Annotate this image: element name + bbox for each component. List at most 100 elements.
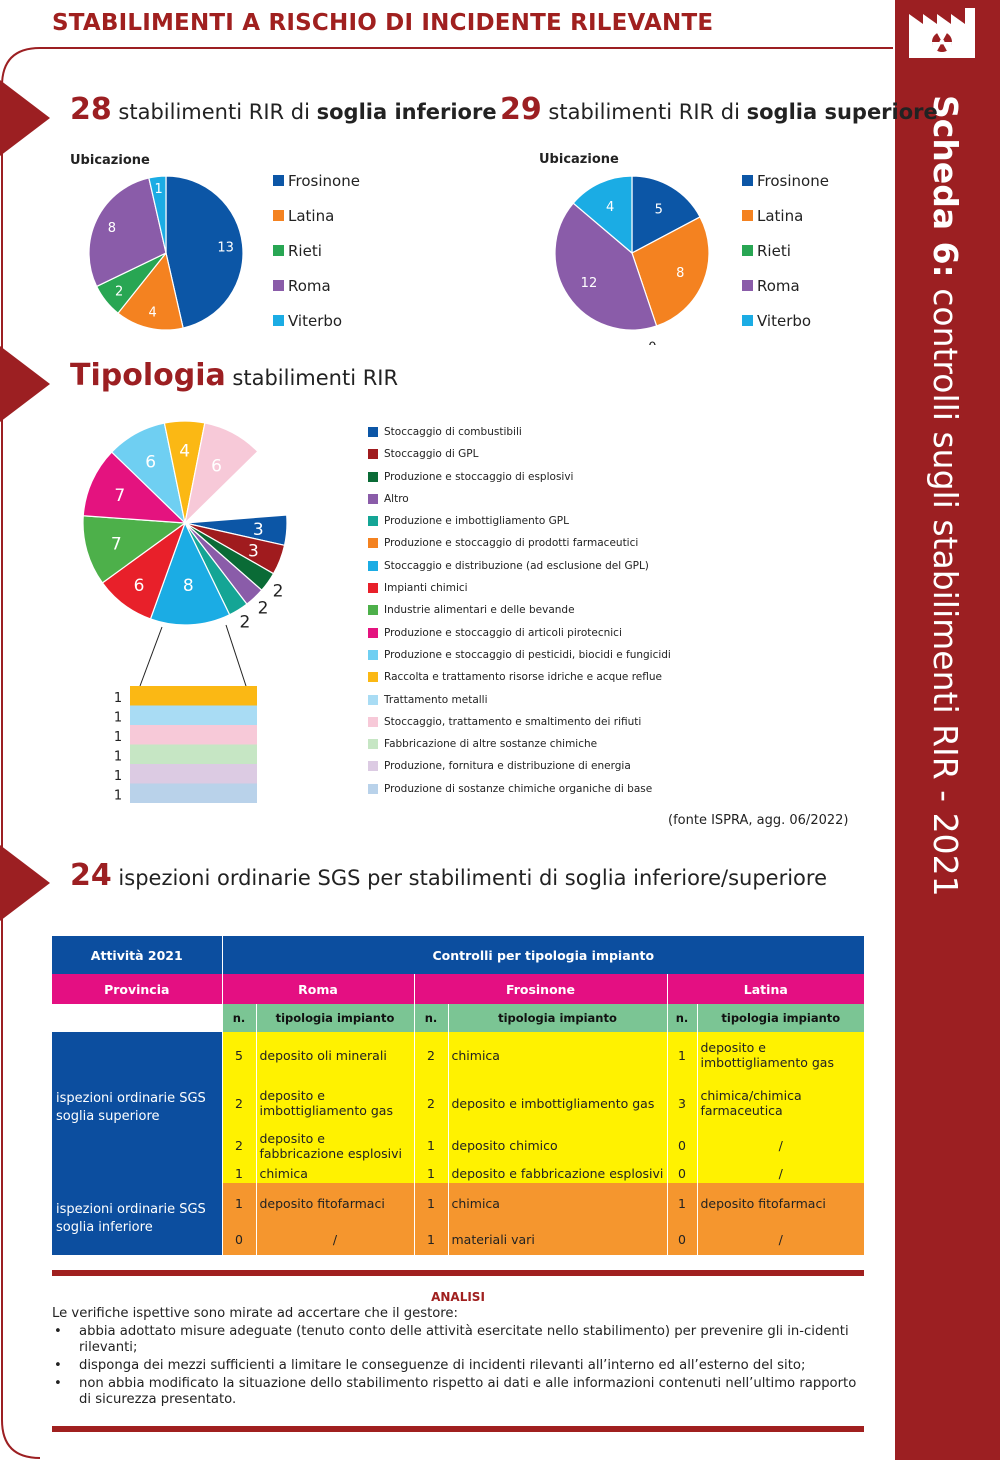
cell-tipologia: / <box>255 1223 414 1255</box>
header-empty-cell <box>52 1004 222 1032</box>
legend-swatch <box>273 280 284 291</box>
legend-label: Altro <box>384 492 409 505</box>
pie-label-produzione-e-stoccaggio-di-articoli-pirotecnici: 7 <box>114 486 125 506</box>
header-activity: Attività 2021 <box>52 936 222 974</box>
legend-swatch <box>273 175 284 186</box>
legend-item-produzione-e-stoccaggio-di-articoli-pirotecnici: Produzione e stoccaggio di articoli piro… <box>368 627 671 649</box>
pie-label-latina: 4 <box>149 305 157 320</box>
legend-item-altro: Altro <box>368 493 671 515</box>
pie-label-roma: 12 <box>581 276 598 291</box>
pie-slice-roma <box>88 177 167 288</box>
legend-label: Produzione e stoccaggio di articoli piro… <box>384 626 622 639</box>
legend-item-stoccaggio-di-gpl: Stoccaggio di GPL <box>368 448 671 470</box>
legend-swatch <box>368 583 378 594</box>
legend-item-trattamento-metalli: Trattamento metalli <box>368 694 671 716</box>
legend-swatch <box>742 245 753 256</box>
breakout-segment <box>130 725 257 745</box>
legend-swatch <box>742 175 753 186</box>
breakout-segment <box>130 744 257 764</box>
legend-swatch <box>368 739 378 750</box>
cell-tipologia: deposito fitofarmaci <box>696 1183 865 1223</box>
cell-tipologia: deposito e fabbricazione esplosivi <box>447 1163 667 1183</box>
table-row: 0/1 materiali vari 0/ <box>52 1223 865 1255</box>
cell-tipologia: materiali vari <box>447 1223 667 1255</box>
legend-item-roma: Roma <box>273 277 360 312</box>
pie-label-raccolta-e-trattamento-risorse-idriche-e-acque-reflue: 4 <box>179 442 190 462</box>
pie-label-latina: 8 <box>676 266 684 281</box>
legend-item-fabbricazione-di-altre-sostanze-chimiche: Fabbricazione di altre sostanze chimiche <box>368 738 671 760</box>
pie-label-frosinone: 13 <box>217 240 234 255</box>
legend-label: Produzione e stoccaggio di esplosivi <box>384 470 574 483</box>
cell-count: 1 <box>413 1223 448 1255</box>
analysis-bullets: abbia adottato misure adeguate (tenuto c… <box>52 1324 864 1410</box>
cell-count: 2 <box>221 1128 256 1163</box>
legend-label: Impianti chimici <box>384 582 468 595</box>
legend-label: Viterbo <box>757 312 812 330</box>
legend-swatch <box>368 471 378 482</box>
legend-label: Produzione e stoccaggio di prodotti farm… <box>384 537 639 550</box>
legend-item-raccolta-e-trattamento-risorse-idriche-e-acque-reflue: Raccolta e trattamento risorse idriche e… <box>368 671 671 693</box>
legend-swatch <box>273 315 284 326</box>
legend-swatch <box>368 672 378 683</box>
legend-label: Rieti <box>288 242 322 260</box>
heading-soglia-inferiore: 28 stabilimenti RIR di soglia inferiore <box>70 92 497 127</box>
legend-item-stoccaggio-di-combustibili: Stoccaggio di combustibili <box>368 426 671 448</box>
breakout-segment <box>130 705 257 725</box>
pie-label-produzione-e-stoccaggio-di-pesticidi-biocidi-e-fungicidi: 6 <box>145 452 156 472</box>
legend-label: Stoccaggio di GPL <box>384 448 479 461</box>
cell-tipologia: / <box>696 1223 865 1255</box>
cell-count: 0 <box>221 1223 256 1255</box>
legend-left: Frosinone Latina Rieti Roma Viterbo <box>273 172 360 347</box>
breakout-label: 1 <box>114 711 122 726</box>
legend-label: Raccolta e trattamento risorse idriche e… <box>384 671 662 684</box>
legend-swatch <box>368 627 378 638</box>
legend-item-rieti: Rieti <box>273 242 360 277</box>
legend-swatch <box>368 783 378 794</box>
legend-label: Latina <box>757 207 804 225</box>
pie-slice-produzione-e-stoccaggio-di-articoli-pirotecnici <box>82 451 187 524</box>
analysis-bullet: abbia adottato misure adeguate (tenuto c… <box>52 1324 864 1356</box>
table-row: 1 chimica 1 deposito e fabbricazione esplos… <box>52 1163 865 1183</box>
pie-slice-stoccaggio-e-distribuzione-ad-esclusione-del-gpl <box>149 521 231 626</box>
divider-top <box>52 1270 864 1276</box>
cell-count: 2 <box>221 1078 256 1128</box>
side-band <box>895 0 1000 1460</box>
section-marker-2 <box>0 346 50 422</box>
legend-swatch <box>368 449 378 460</box>
legend-swatch <box>368 493 378 504</box>
pie-label-viterbo: 1 <box>155 182 163 197</box>
legend-item-produzione-e-stoccaggio-di-pesticidi-biocidi-e-fungicidi: Produzione e stoccaggio di pesticidi, bi… <box>368 649 671 671</box>
breakout-label: 1 <box>114 750 122 765</box>
cell-tipologia: deposito e imbottigliamento gas <box>696 1032 865 1078</box>
cell-tipologia: chimica/chimica farmaceutica <box>696 1078 865 1128</box>
breakout-label: 1 <box>114 789 122 804</box>
divider-bottom <box>52 1426 864 1432</box>
subheader-tipologia: tipologia impianto <box>255 1004 414 1032</box>
legend-swatch <box>368 560 378 571</box>
header-controls: Controlli per tipologia impianto <box>221 936 865 974</box>
legend-swatch <box>742 210 753 221</box>
legend-swatch <box>368 516 378 527</box>
pie-slice-roma <box>554 202 658 331</box>
legend-item-frosinone: Frosinone <box>273 172 360 207</box>
cell-tipologia: chimica <box>447 1032 667 1078</box>
cell-tipologia: chimica <box>255 1163 414 1183</box>
legend-label: Produzione di sostanze chimiche organich… <box>384 782 653 795</box>
legend-swatch <box>368 605 378 616</box>
pie-label-stoccaggio-di-combustibili: 3 <box>253 520 264 540</box>
table-row: 2 deposito e fabbricazione esplosivi 1 depo… <box>52 1128 865 1163</box>
legend-swatch <box>273 245 284 256</box>
legend-item-latina: Latina <box>273 207 360 242</box>
pie-chart-soglia-superiore: 5 8 0 12 4 <box>554 175 710 345</box>
legend-swatch <box>273 210 284 221</box>
legend-item-stoccaggio-e-distribuzione-ad-esclusione-del-gpl: Stoccaggio e distribuzione (ad esclusion… <box>368 560 671 582</box>
legend-item-stoccaggio-trattamento-e-smaltimento-dei-rifiuti: Stoccaggio, trattamento e smaltimento de… <box>368 716 671 738</box>
ubicazione-label-left: Ubicazione <box>70 153 150 168</box>
legend-item-viterbo: Viterbo <box>742 312 829 347</box>
header-provincia: Provincia <box>52 974 222 1004</box>
pie-label-frosinone: 5 <box>655 202 663 217</box>
side-title-rest: controlli sugli stabilimenti RIR - 2021 <box>926 277 965 897</box>
pie-label-stoccaggio-di-gpl: 3 <box>248 542 259 562</box>
pie-label-impianti-chimici: 6 <box>134 576 145 596</box>
cell-count: 1 <box>666 1032 697 1078</box>
